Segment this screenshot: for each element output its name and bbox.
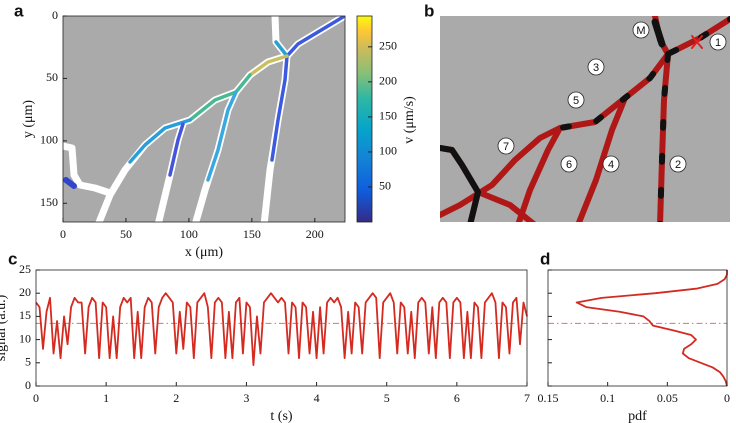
y-tick-label: 150: [40, 195, 58, 209]
y-tick-label: 25: [19, 262, 31, 276]
panel-label: c: [8, 249, 17, 268]
y-tick-label: 0: [25, 378, 31, 392]
annotation-circle: [602, 155, 620, 173]
annotation-label: 1: [715, 37, 721, 49]
annotation-label: 5: [573, 95, 579, 107]
panel-label: d: [540, 249, 550, 268]
x-tick-label: 200: [306, 227, 324, 241]
x-axis-label: t (s): [270, 409, 293, 423]
x-tick-label: 0: [60, 227, 66, 241]
annotation-circle: [497, 137, 515, 155]
panel-label: a: [14, 1, 24, 20]
x-tick-label: 0.05: [657, 391, 678, 405]
vessel-image-a: [63, 16, 345, 222]
annotation-circle: [567, 91, 585, 109]
annotation-circle: [587, 58, 605, 76]
axes-frame: [35, 269, 528, 387]
colorbar-tick-label: 200: [379, 74, 397, 88]
x-tick-label: 1: [103, 391, 109, 405]
x-tick-label: 0.1: [600, 391, 615, 405]
x-tick-label: 100: [180, 227, 198, 241]
y-tick-label: 10: [19, 331, 31, 345]
x-tick-label: 0: [724, 391, 730, 405]
x-tick-label: 0: [33, 391, 39, 405]
x-axis-label: pdf: [628, 409, 647, 423]
colorbar-tick-label: 100: [379, 144, 397, 158]
x-tick-label: 5: [384, 391, 390, 405]
x-tick-label: 0.15: [538, 391, 559, 405]
y-axis-label: y (μm): [21, 100, 36, 139]
annotation-circle: [632, 21, 650, 39]
x-tick-label: 7: [524, 391, 530, 405]
y-axis-label: signal (a.u.): [0, 294, 9, 361]
y-tick-label: 5: [25, 355, 31, 369]
x-tick-label: 2: [173, 391, 179, 405]
x-tick-label: 4: [314, 391, 320, 405]
colorbar-tick-label: 250: [379, 39, 397, 53]
axes-frame: [62, 15, 346, 223]
annotation-label: 2: [675, 159, 681, 171]
y-tick-label: 15: [19, 308, 31, 322]
colorbar-tick-label: 50: [379, 179, 391, 193]
vessel-image-b: [440, 16, 730, 222]
x-tick-label: 3: [243, 391, 249, 405]
annotation-label: 3: [593, 62, 599, 74]
annotation-circle: [709, 33, 727, 51]
colorbar-label: v (μm/s): [402, 96, 417, 144]
y-tick-label: 100: [40, 133, 58, 147]
colorbar: [357, 16, 372, 222]
y-tick-label: 50: [46, 70, 58, 84]
signal-line: [575, 270, 728, 387]
x-tick-label: 6: [454, 391, 460, 405]
panel-label: b: [424, 1, 434, 20]
colorbar-tick-label: 150: [379, 109, 397, 123]
annotation-label: M: [636, 25, 645, 37]
signal-line: [35, 292, 528, 367]
annotation-label: 6: [566, 159, 572, 171]
axes-frame: [547, 269, 728, 387]
x-tick-label: 50: [120, 227, 132, 241]
x-axis-label: x (μm): [185, 245, 224, 260]
y-tick-label: 0: [52, 8, 58, 22]
colorbar-frame: [356, 15, 373, 223]
annotation-circle: [669, 155, 687, 173]
annotation-circle: [560, 155, 578, 173]
x-tick-label: 150: [243, 227, 261, 241]
annotation-label: 7: [503, 141, 509, 153]
y-tick-label: 20: [19, 285, 31, 299]
annotation-label: 4: [608, 159, 614, 171]
